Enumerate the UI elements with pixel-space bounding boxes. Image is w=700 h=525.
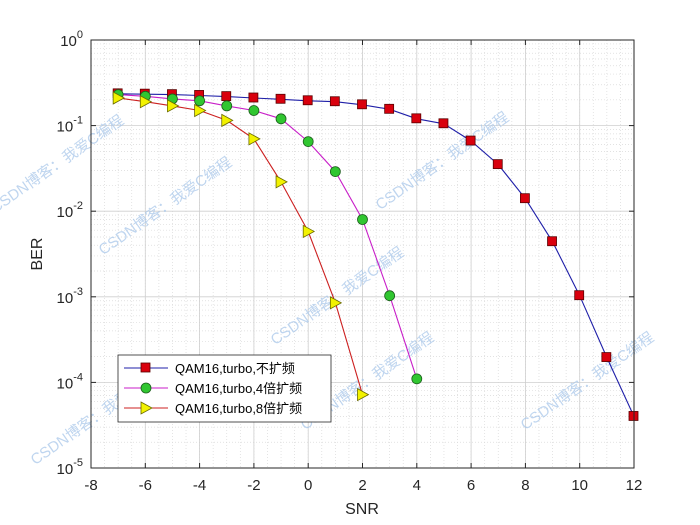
series-1-point	[221, 91, 232, 102]
series-3-point	[139, 95, 153, 109]
legend-label-1: QAM16,turbo,不扩频	[175, 361, 295, 376]
x-tick-label: 4	[413, 477, 421, 494]
series-1-line	[118, 93, 635, 417]
series-2	[112, 89, 423, 385]
series-1-point	[248, 92, 259, 103]
x-tick-label: 6	[467, 477, 475, 494]
series-1-point	[601, 352, 612, 362]
x-tick-label: 12	[626, 477, 643, 494]
series-3-point	[357, 387, 370, 402]
legend-marker-2	[140, 382, 152, 394]
y-axis-label: BER	[29, 238, 46, 271]
series-3-point	[221, 113, 234, 128]
y-tick-label: 10-2	[57, 200, 83, 221]
series-1-point	[547, 236, 557, 247]
y-tick-label: 10-4	[57, 371, 83, 392]
series-1-point	[302, 95, 313, 106]
y-tick-label: 10-3	[57, 286, 83, 307]
y-tick-label: 10-5	[57, 457, 83, 478]
series-1-point	[465, 135, 476, 146]
legend-marker-1	[140, 362, 151, 373]
series-2-point	[384, 290, 396, 302]
x-tick-labels: -8 -6 -4 -2 0 2 4 6 8 10 12	[84, 477, 642, 494]
series-1-point	[329, 96, 340, 107]
series-2-point	[357, 214, 368, 225]
x-axis-label: SNR	[345, 501, 379, 518]
series-layer	[112, 88, 639, 421]
x-tick-label: 0	[304, 477, 312, 494]
series-2-point	[248, 105, 260, 116]
series-3-point	[329, 296, 343, 310]
legend-label-3: QAM16,turbo,8倍扩频	[175, 401, 302, 416]
series-3-point	[194, 103, 207, 118]
x-tick-label: -6	[139, 477, 152, 494]
x-tick-label: 2	[358, 477, 366, 494]
series-2-point	[194, 95, 206, 107]
x-tick-label: -2	[247, 477, 260, 494]
series-1-point	[438, 118, 449, 129]
x-tick-label: 8	[521, 477, 529, 494]
series-2-point	[221, 100, 233, 112]
series-2-point	[302, 136, 314, 148]
y-tick-labels: 100 10-1 10-2 10-3 10-4 10-5	[57, 29, 83, 478]
x-tick-label: 10	[571, 477, 588, 494]
series-1-point	[357, 99, 367, 110]
series-1-point	[411, 113, 422, 124]
x-tick-label: -8	[84, 477, 97, 494]
series-3-line	[118, 97, 364, 395]
series-2-point	[411, 373, 423, 385]
tick-marks	[90, 39, 635, 469]
series-1-point	[384, 103, 395, 114]
series-3-point	[167, 99, 180, 113]
minor-grid	[90, 40, 635, 468]
series-3-point	[275, 175, 288, 189]
series-2-point	[329, 166, 341, 178]
x-tick-label: -4	[193, 477, 206, 494]
series-3-point	[112, 91, 125, 105]
series-1-point	[574, 290, 585, 301]
legend-marker-3	[140, 401, 153, 415]
series-3	[112, 91, 370, 402]
series-2-point	[275, 113, 287, 125]
legend-label-2: QAM16,turbo,4倍扩频	[175, 381, 302, 396]
y-tick-label: 10-1	[57, 115, 83, 136]
series-1-point	[492, 159, 503, 170]
series-3-point	[302, 224, 316, 239]
legend: QAM16,turbo,不扩频 QAM16,turbo,4倍扩频 QAM16,tur…	[117, 354, 332, 423]
series-3-point	[248, 132, 261, 146]
y-tick-label: 100	[60, 29, 83, 50]
series-1-point	[520, 193, 530, 204]
series-1-point	[275, 93, 286, 104]
